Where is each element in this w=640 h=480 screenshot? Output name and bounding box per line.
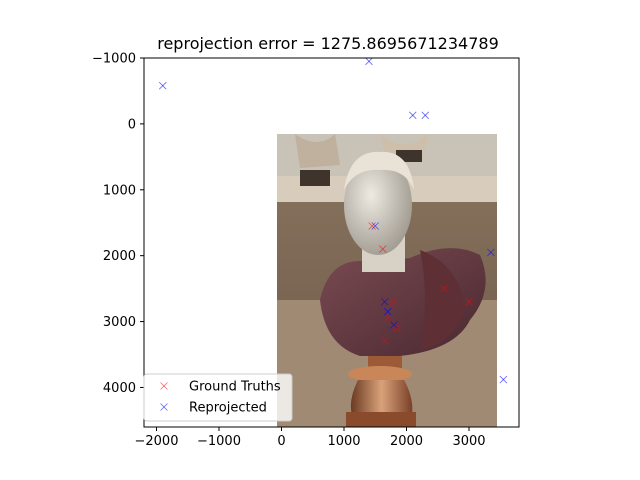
x-tick-label: 0 <box>277 434 285 449</box>
x-tick-label: 1000 <box>327 434 360 449</box>
photo-right-base <box>396 150 422 162</box>
reprojected-marker <box>158 81 167 90</box>
y-tick-label: 1000 <box>103 183 136 198</box>
reprojected-marker <box>380 298 389 306</box>
x-axis: −2000 −1000 0 1000 2000 3000 <box>135 427 486 449</box>
ground-truth-marker <box>388 298 397 306</box>
reprojected-marker <box>487 248 495 257</box>
reprojected-marker <box>371 222 380 230</box>
photo-drape <box>420 250 465 350</box>
reprojected-marker <box>383 307 392 316</box>
reprojected-marker <box>365 58 373 66</box>
y-tick-label: 4000 <box>103 381 136 396</box>
x-tick-label: −2000 <box>135 434 179 449</box>
photo-left-bust-fragment <box>295 134 340 168</box>
photo-right-bust-fragment <box>380 134 428 152</box>
legend-reprojected-marker <box>160 403 168 411</box>
y-tick-label: 0 <box>128 117 136 132</box>
ground-truth-marker <box>440 284 448 293</box>
bust-photo <box>277 134 497 427</box>
reprojected-marker <box>390 321 398 329</box>
y-axis: −1000 0 1000 2000 3000 4000 <box>92 52 144 396</box>
data-markers <box>158 58 508 384</box>
x-tick-label: −1000 <box>197 434 241 449</box>
legend-label: Reprojected <box>189 401 267 416</box>
reprojected-marker <box>408 111 417 120</box>
photo-hair <box>344 151 414 190</box>
ground-truth-marker <box>465 298 473 306</box>
legend-item: Reprojected <box>160 401 267 416</box>
y-tick-label: 3000 <box>103 315 136 330</box>
y-tick-label: −1000 <box>92 52 136 67</box>
photo-head <box>344 155 412 255</box>
x-tick-label: 3000 <box>452 434 485 449</box>
legend-ground-truth-marker <box>160 382 168 390</box>
y-tick-label: 2000 <box>103 249 136 264</box>
chart-title: reprojection error = 1275.8695671234789 <box>157 34 499 53</box>
legend-label: Ground Truths <box>189 380 281 395</box>
ground-truth-marker <box>383 314 392 323</box>
legend: Ground Truths Reprojected <box>143 373 293 422</box>
reprojected-marker <box>499 375 508 384</box>
photo-pedestal-foot <box>346 412 416 427</box>
legend-box <box>143 373 293 422</box>
ground-truth-marker <box>368 222 376 230</box>
legend-item: Ground Truths <box>160 380 281 395</box>
photo-pedestal-body <box>350 380 413 415</box>
axes-frame <box>143 57 520 428</box>
photo-left-base <box>300 170 330 186</box>
ground-truth-marker <box>380 337 389 346</box>
ground-truth-marker <box>378 245 387 253</box>
photo-pedestal-ring <box>348 366 412 382</box>
x-tick-label: 2000 <box>390 434 423 449</box>
reprojected-marker <box>421 111 430 120</box>
